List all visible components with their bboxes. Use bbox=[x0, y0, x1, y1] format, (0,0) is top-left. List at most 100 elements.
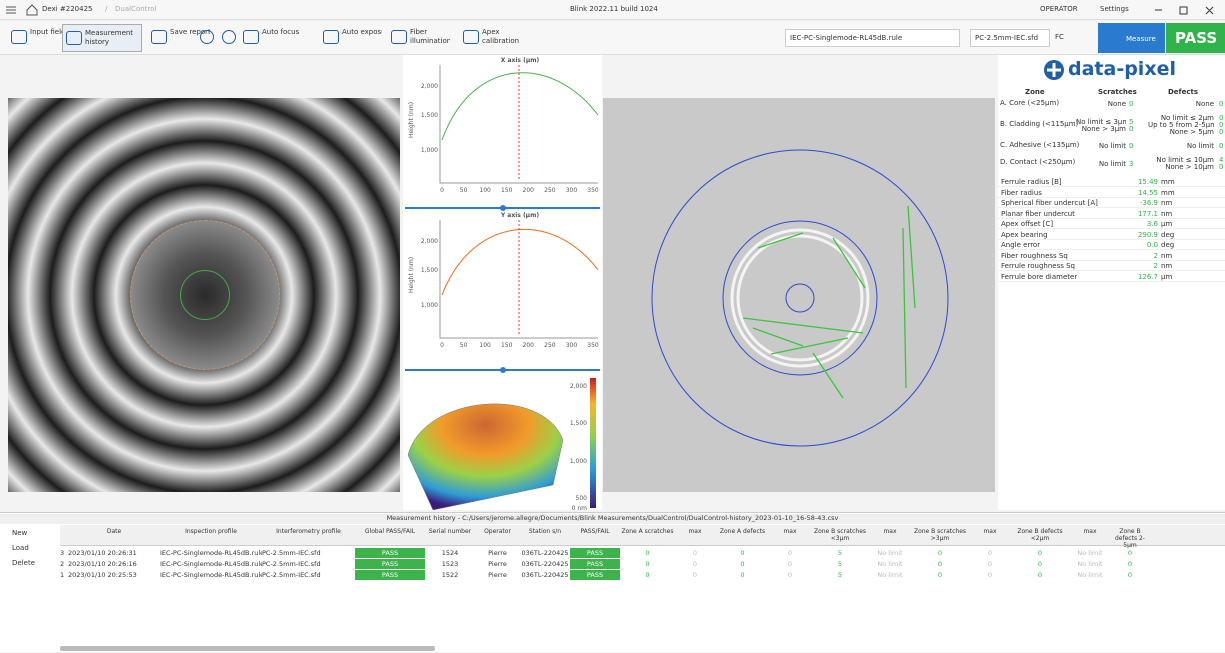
param-unit: nm bbox=[1161, 251, 1173, 260]
toolbar-button[interactable]: Save report bbox=[148, 24, 210, 52]
history-cell: 5 bbox=[837, 560, 843, 568]
param-unit: nm bbox=[1161, 209, 1173, 218]
toolbar-button[interactable]: Measurement history bbox=[62, 24, 142, 52]
settings[interactable]: Settings bbox=[1100, 5, 1129, 13]
button-label[interactable]: Measurement history bbox=[85, 29, 134, 46]
zone-count: 0 bbox=[1219, 163, 1224, 171]
title-bar: Dexi #220425 / DualControl Blink 2022.11… bbox=[0, 0, 1225, 20]
column-header[interactable]: max bbox=[883, 528, 897, 535]
user[interactable]: OPERATOR bbox=[1040, 5, 1078, 13]
history-action[interactable]: Load bbox=[12, 544, 29, 552]
button-label[interactable]: Apex calibration bbox=[482, 28, 520, 45]
column-header[interactable]: Global PASS/FAIL bbox=[364, 528, 416, 535]
column-header[interactable]: Zone A scratches bbox=[621, 528, 674, 535]
toolbar-button[interactable]: Auto focus bbox=[240, 24, 302, 52]
history-cell: 2023/01/10 20:26:16 bbox=[68, 560, 137, 568]
param-name: Spherical fiber undercut [A] bbox=[1001, 199, 1098, 207]
history-cell: 0 bbox=[787, 560, 793, 568]
column-header[interactable]: Operator bbox=[484, 528, 511, 535]
column-header[interactable]: Date bbox=[106, 528, 122, 535]
zone-rule: None bbox=[1195, 100, 1214, 108]
param-unit: mm bbox=[1161, 188, 1175, 197]
history-cell: No limit bbox=[1077, 560, 1103, 568]
window-controls[interactable] bbox=[1150, 4, 1222, 16]
y-axis-label: Height (nm) bbox=[408, 257, 415, 293]
x-tick-label: 100 bbox=[479, 342, 491, 349]
button-label[interactable]: Auto focus bbox=[262, 28, 300, 36]
column-header[interactable]: PASS/FAIL bbox=[580, 528, 610, 535]
column-header[interactable]: max bbox=[1083, 528, 1097, 535]
column-header[interactable]: max bbox=[983, 528, 997, 535]
result: PASS bbox=[1166, 23, 1225, 53]
toolbar-button[interactable]: Auto exposure bbox=[320, 24, 382, 52]
param-row bbox=[998, 230, 1225, 240]
scrollbar[interactable] bbox=[60, 646, 435, 651]
toolbar-button[interactable]: Input fields bbox=[8, 24, 70, 52]
history-cell: 2023/01/10 20:26:31 bbox=[68, 549, 137, 557]
app-version: Blink 2022.11 build 1024 bbox=[570, 5, 658, 13]
param-unit: nm bbox=[1161, 262, 1173, 270]
home-icon[interactable] bbox=[26, 4, 38, 16]
button-label[interactable]: Input fields bbox=[30, 28, 70, 36]
zone-header: Defects bbox=[1168, 88, 1199, 96]
param-unit: deg bbox=[1161, 241, 1175, 249]
column-header[interactable]: Serial number bbox=[428, 528, 472, 535]
param-row bbox=[998, 219, 1225, 229]
param-value: 2 bbox=[1153, 251, 1158, 260]
tool-icon[interactable] bbox=[222, 30, 236, 44]
column-header[interactable]: max bbox=[688, 528, 702, 535]
x-tick-label: 0 bbox=[440, 342, 444, 349]
zone-overlay bbox=[651, 149, 949, 447]
history-cell: 5 bbox=[837, 549, 843, 557]
button-icon bbox=[391, 30, 407, 44]
column-header[interactable]: Zone B scratches <3µm bbox=[813, 528, 867, 542]
tool-icon[interactable] bbox=[200, 30, 214, 44]
button-label[interactable]: Save report bbox=[170, 28, 210, 36]
y-tick-label: 1,000 bbox=[421, 147, 438, 154]
param-value: 126.7 bbox=[1137, 272, 1158, 281]
history-cell: 0 bbox=[740, 549, 745, 557]
history-action[interactable]: New bbox=[12, 529, 28, 537]
history-cell: No limit bbox=[1077, 571, 1103, 579]
profile-plots: X axis (µm) Height (nm) 1,000 1,500 2,000 0 50… bbox=[403, 55, 602, 510]
measure-button[interactable]: Measure bbox=[1098, 23, 1165, 53]
button-label[interactable]: Fiber illumination bbox=[410, 28, 450, 45]
column-header[interactable]: Zone A defects bbox=[719, 528, 766, 535]
history-cell: 0 bbox=[937, 560, 943, 568]
param-name: Ferrule roughness Sq bbox=[1001, 262, 1075, 270]
column-header[interactable]: max bbox=[783, 528, 797, 535]
history-action[interactable]: Delete bbox=[12, 559, 35, 567]
toolbar-button[interactable]: Fiber illumination bbox=[388, 24, 450, 52]
plot-title: X axis (µm) bbox=[501, 57, 540, 64]
interferometry-select[interactable]: PC-2.5mm-IEC.sfd bbox=[970, 29, 1050, 47]
column-header[interactable]: Zone B defects <2µm bbox=[1017, 528, 1063, 542]
workspace: Dexi #220425 bbox=[42, 5, 93, 13]
button-label[interactable]: Auto exposure bbox=[342, 28, 382, 36]
history-cell: No limit bbox=[1077, 549, 1103, 557]
history-cell: 0 bbox=[692, 571, 698, 579]
history-cell: 0 bbox=[1037, 571, 1043, 579]
column-header[interactable]: Zone B defects 2-5µm bbox=[1115, 528, 1145, 549]
colorbar-tick-label: 2,000 bbox=[570, 383, 587, 390]
menu-icon[interactable] bbox=[6, 5, 16, 15]
history-table: New Load Delete Date Inspection profile Inter… bbox=[0, 525, 1225, 653]
column-header[interactable]: Zone B scratches >3µm bbox=[913, 528, 967, 542]
param-value: 290.9 bbox=[1137, 230, 1158, 239]
rule-select[interactable]: IEC-PC-Singlemode-RL45dB.rule bbox=[785, 29, 960, 47]
button-icon bbox=[243, 30, 259, 44]
param-unit: deg bbox=[1161, 230, 1175, 239]
column-header[interactable]: Station s/n bbox=[528, 528, 562, 535]
history-cell: 0 bbox=[987, 560, 993, 568]
param-unit: nm bbox=[1161, 199, 1173, 207]
zone-count: 3 bbox=[1129, 159, 1134, 168]
history-cell: 0 bbox=[740, 571, 745, 579]
param-unit: µm bbox=[1161, 272, 1173, 281]
column-header[interactable]: Inspection profile bbox=[185, 528, 237, 535]
toolbar-button[interactable]: Apex calibration bbox=[460, 24, 522, 52]
param-row bbox=[998, 272, 1225, 282]
x-tick-label: 200 bbox=[523, 342, 535, 349]
history-cell: PASS bbox=[355, 559, 425, 569]
column-header[interactable]: Interferometry profile bbox=[276, 528, 341, 535]
param-value: -36.9 bbox=[1139, 199, 1158, 207]
